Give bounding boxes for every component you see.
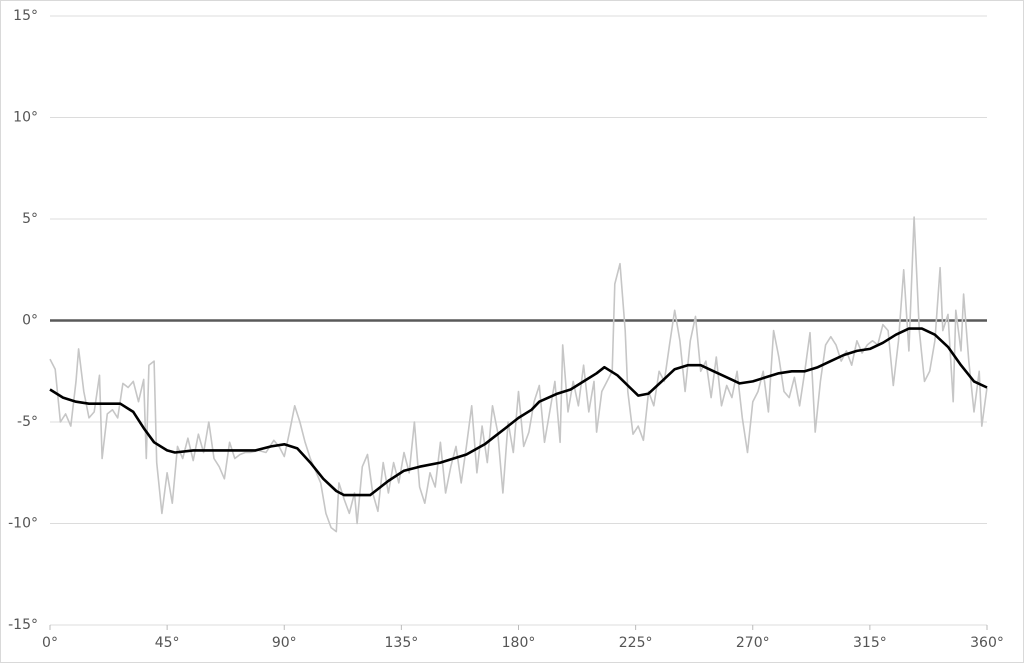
series-line	[49, 216, 988, 533]
series-line	[49, 327, 988, 497]
y-tick-label: -5°	[17, 414, 38, 430]
y-tick-label: 5°	[22, 211, 38, 227]
x-tick-label: 180°	[502, 635, 536, 651]
y-tick-label: 0°	[22, 313, 38, 329]
x-tick-label: 315°	[853, 635, 887, 651]
x-tick-label: 225°	[619, 635, 653, 651]
x-tick-label: 270°	[736, 635, 770, 651]
y-tick-label: -15°	[8, 617, 38, 633]
y-tick-label: 15°	[13, 8, 38, 24]
x-tick-label: 135°	[385, 635, 419, 651]
y-tick-label: -10°	[8, 516, 38, 532]
x-tick-label: 45°	[155, 635, 180, 651]
x-tick-label: 360°	[970, 635, 1004, 651]
x-tick-label: 90°	[272, 635, 297, 651]
x-tick-label: 0°	[42, 635, 58, 651]
y-tick-label: 10°	[13, 110, 38, 126]
